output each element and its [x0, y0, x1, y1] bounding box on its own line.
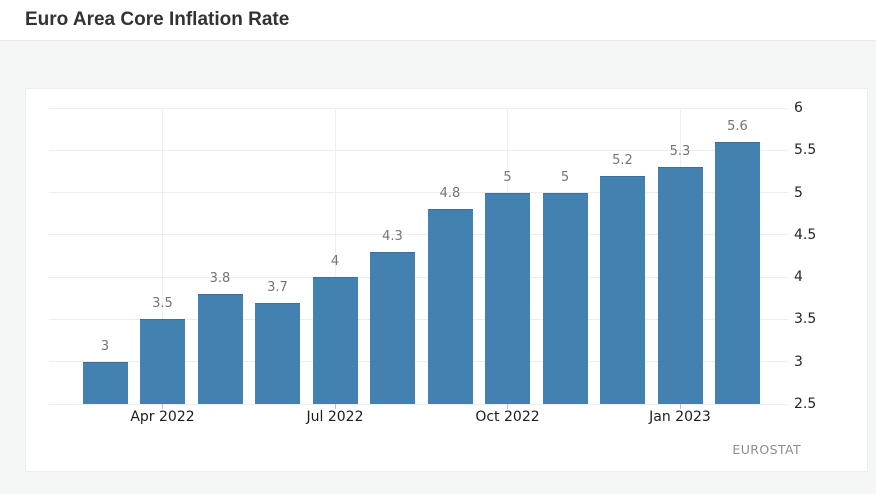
- bar-value-label: 4.3: [382, 228, 403, 244]
- y-axis-tick-label: 3: [794, 353, 803, 370]
- bar-value-label: 3.5: [152, 296, 173, 312]
- y-axis-tick-label: 6: [794, 100, 803, 116]
- y-gridline: [49, 318, 788, 320]
- bar-apr-2022: [140, 319, 185, 404]
- y-axis-tick-label: 5: [794, 184, 803, 201]
- x-axis-tick-mark: [507, 404, 508, 409]
- y-gridline: [49, 149, 788, 151]
- bar-value-label: 4.8: [439, 186, 461, 202]
- bar-aug-2022: [370, 251, 415, 404]
- x-axis-tick-label: Apr 2022: [130, 409, 195, 425]
- y-axis-tick-label: 2.5: [794, 396, 817, 412]
- bar-mar-2022: [82, 361, 128, 404]
- bar-may-2022: [197, 294, 243, 404]
- x-axis-tick-mark: [679, 404, 681, 409]
- bar-chart-plot-area: Apr 2022 Jul 2022 Oct 2022 Jan 2023 3 3.5 3.8 3…: [49, 107, 788, 425]
- y-gridline: [49, 192, 788, 194]
- y-gridline: [49, 403, 788, 405]
- y-axis-tick-label: 4.5: [794, 226, 817, 243]
- bar-oct-2022: [485, 192, 530, 404]
- bar-value-label: 5: [560, 169, 570, 185]
- x-axis-tick-label: Oct 2022: [475, 409, 540, 425]
- bar-nov-2022: [542, 192, 588, 404]
- x-gridline: [334, 108, 336, 404]
- bar-jan-2023: [657, 167, 703, 404]
- bar-dec-2022: [600, 175, 645, 404]
- bar-value-label: 3: [100, 338, 110, 354]
- page-title: Euro Area Core Inflation Rate: [25, 9, 290, 30]
- y-gridline: [49, 276, 788, 278]
- x-axis-tick-mark: [162, 404, 163, 409]
- bar-sep-2022: [427, 209, 473, 404]
- y-gridline: [49, 107, 788, 109]
- y-axis-tick-label: 4: [794, 269, 803, 286]
- x-axis-tick-label: Jul 2022: [306, 409, 364, 425]
- y-gridline: [49, 234, 788, 236]
- bar-value-label: 5.6: [727, 118, 748, 134]
- chart-source-attribution: EUROSTAT: [732, 442, 801, 457]
- bar-jul-2022: [312, 277, 358, 404]
- bar-jun-2022: [255, 302, 300, 404]
- bar-value-label: 4: [330, 254, 340, 270]
- bar-value-label: 5.3: [669, 144, 691, 160]
- page-header: Euro Area Core Inflation Rate: [0, 0, 876, 41]
- x-gridline: [162, 108, 163, 404]
- x-axis-tick-label: Jan 2023: [649, 409, 711, 425]
- y-axis-tick-label: 3.5: [794, 311, 817, 328]
- bar-feb-2023: [715, 141, 760, 404]
- bar-value-label: 5: [503, 169, 512, 185]
- bar-value-label: 3.8: [209, 271, 231, 287]
- bar-value-label: 5.2: [612, 152, 633, 168]
- chart-card: Apr 2022 Jul 2022 Oct 2022 Jan 2023 3 3.5 3.8 3…: [25, 88, 868, 472]
- y-gridline: [49, 361, 788, 363]
- x-axis-tick-mark: [334, 404, 336, 409]
- bar-value-label: 3.7: [267, 279, 288, 295]
- y-axis-tick-label: 5.5: [794, 142, 817, 159]
